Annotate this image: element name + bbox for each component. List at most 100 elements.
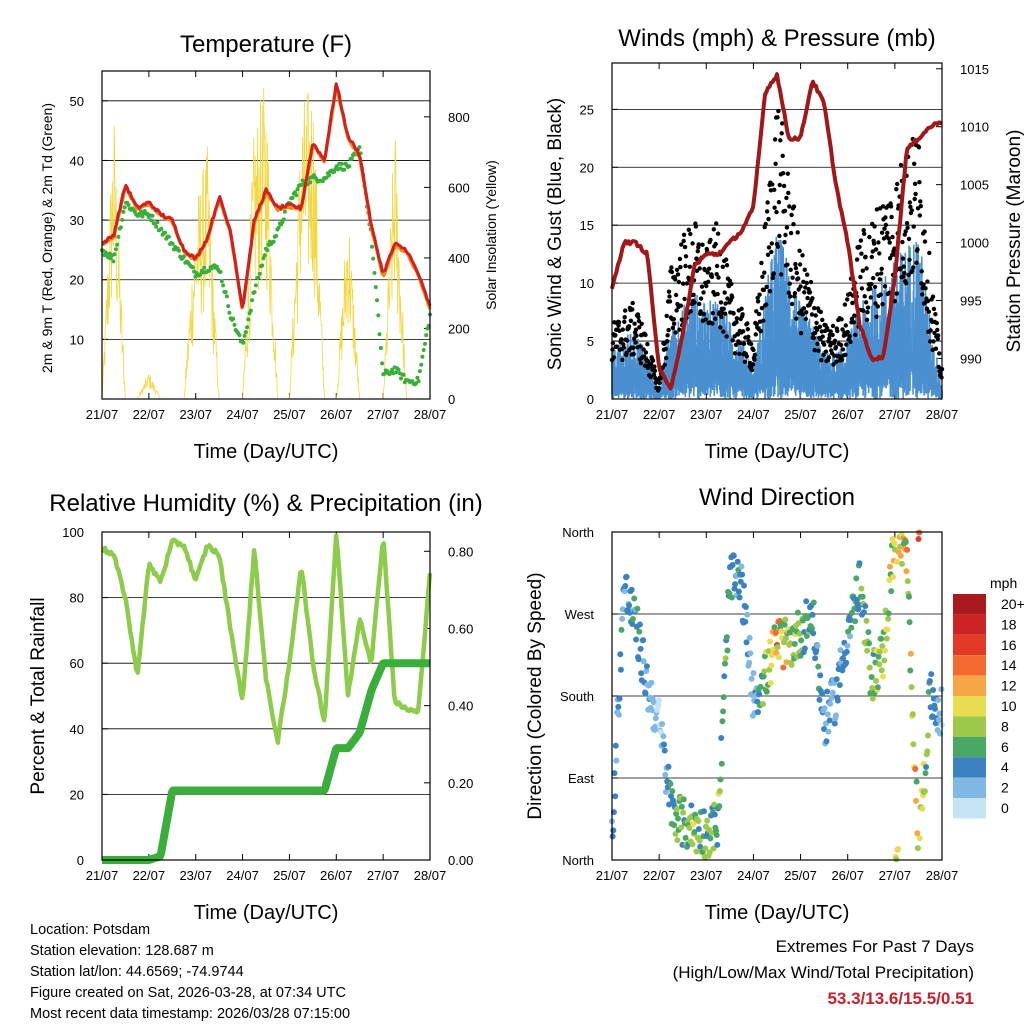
direction-point [825, 728, 832, 735]
gust-point [814, 320, 819, 326]
station-elevation: Station elevation: 128.687 m [30, 943, 214, 959]
dewpoint-point [103, 250, 108, 255]
gust-point [798, 331, 804, 336]
legend-swatch [953, 675, 986, 696]
direction-point [848, 624, 855, 631]
dewpoint-point [237, 333, 242, 338]
gust-point [805, 272, 810, 277]
gust-point [788, 294, 793, 299]
direction-point [865, 629, 872, 636]
y-tick-label: 0 [587, 392, 594, 407]
legend-swatch [953, 777, 986, 798]
direction-point [643, 668, 650, 674]
legend-swatch [953, 716, 986, 737]
dewpoint-point [221, 283, 226, 288]
gust-point [641, 354, 647, 359]
direction-point [878, 667, 885, 674]
direction-point [781, 621, 788, 628]
legend-swatch [953, 634, 986, 656]
direction-point [672, 831, 679, 837]
dewpoint-point [154, 224, 159, 229]
direction-point [631, 595, 638, 602]
gust-point [723, 301, 728, 306]
station-location: Location: Potsdam [30, 922, 151, 938]
dewpoint-point [214, 264, 219, 269]
gust-point [889, 252, 895, 258]
gust-point [922, 239, 928, 244]
y2-tick-label: 990 [960, 351, 982, 366]
gust-point [718, 300, 724, 305]
gust-point [918, 199, 923, 204]
gust-point [789, 301, 795, 307]
direction-point [716, 788, 723, 795]
insolation-line [101, 88, 430, 400]
gust-point [802, 290, 807, 295]
x-tick-label: 21/07 [596, 407, 629, 422]
gust-point [617, 328, 622, 333]
legend-label: 0 [1001, 800, 1009, 816]
gust-point [752, 352, 757, 358]
gust-point [772, 205, 777, 210]
gust-point [779, 131, 784, 136]
gust-point [619, 337, 624, 342]
gust-point [817, 324, 823, 329]
gust-point [772, 137, 778, 142]
x-tick-label: 26/07 [831, 407, 864, 422]
gust-point [883, 215, 888, 220]
gust-point [876, 240, 881, 245]
direction-point [874, 684, 881, 691]
gust-point [804, 310, 809, 315]
gust-point [931, 339, 936, 344]
direction-point [884, 626, 891, 633]
gust-point [792, 291, 798, 296]
direction-point [674, 837, 681, 844]
gust-point [756, 311, 762, 317]
gust-point [907, 200, 913, 205]
dewpoint-point [226, 304, 231, 309]
gust-point [688, 309, 693, 314]
gust-point [894, 187, 899, 192]
direction-point [629, 616, 636, 622]
humidity-panel: Relative Humidity (%) & Precipitation (i… [28, 490, 483, 924]
gust-point [860, 268, 865, 273]
direction-point [744, 611, 751, 618]
gust-point [909, 208, 914, 213]
plot-frame [101, 70, 431, 400]
gust-point [921, 282, 926, 287]
dewpoint-point [116, 234, 121, 239]
direction-point [873, 677, 879, 684]
gust-point [904, 221, 910, 226]
y-tick-label: 50 [70, 94, 84, 109]
x-axis-label: Time (Day/UTC) [194, 441, 339, 463]
gust-point [735, 332, 741, 337]
gust-point [656, 385, 662, 391]
dewpoint-point [149, 218, 154, 223]
direction-point [903, 568, 910, 575]
direction-point [863, 617, 870, 624]
gust-point [671, 316, 676, 322]
dewpoint-point [126, 203, 131, 207]
gust-point [802, 267, 807, 272]
dewpoint-point [375, 298, 379, 303]
gust-point [839, 357, 845, 362]
gust-point [678, 303, 683, 308]
legend-label: 4 [1001, 759, 1009, 775]
legend-label: 10 [1001, 698, 1017, 714]
gust-point [857, 244, 862, 250]
dewpoint-point [424, 333, 429, 338]
gust-point [766, 216, 771, 222]
x-tick-label: 25/07 [784, 868, 817, 883]
gust-point [930, 294, 936, 299]
x-tick-label: 26/07 [831, 868, 864, 883]
gust-point [850, 300, 855, 306]
gust-point [657, 380, 662, 386]
gust-point [839, 317, 844, 322]
dewpoint-point [257, 271, 262, 276]
x-tick-label: 27/07 [879, 868, 912, 883]
x-tick-label: 27/07 [879, 407, 912, 422]
gust-point [879, 266, 884, 271]
direction-point [667, 780, 674, 787]
gust-point [906, 272, 911, 278]
direction-point [904, 578, 911, 585]
